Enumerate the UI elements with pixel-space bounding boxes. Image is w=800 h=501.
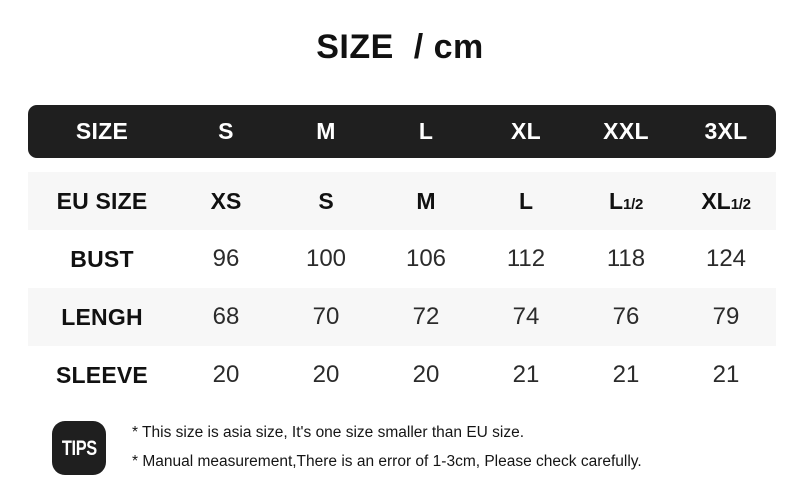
column-header-m: M — [276, 105, 376, 158]
tips-notes: * This size is asia size, It's one size … — [132, 418, 776, 476]
table-row: LENGH 68 70 72 74 76 79 — [28, 288, 776, 346]
cell-sleeve-m: 20 — [276, 346, 376, 404]
cell-bust-xxl: 118 — [576, 230, 676, 288]
row-label-bust: BUST — [28, 230, 176, 288]
cell-lengh-m: 70 — [276, 288, 376, 346]
cell-sleeve-xl: 21 — [476, 346, 576, 404]
column-header-size: SIZE — [28, 105, 176, 158]
cell-lengh-l: 72 — [376, 288, 476, 346]
cell-eu-size-m: S — [276, 172, 376, 230]
column-header-xl: XL — [476, 105, 576, 158]
column-header-xxl: XXL — [576, 105, 676, 158]
row-label-sleeve: SLEEVE — [28, 346, 176, 404]
cell-eu-size-xl: L — [476, 172, 576, 230]
cell-eu-size-3xl: XL1/2 — [676, 172, 776, 230]
cell-bust-m: 100 — [276, 230, 376, 288]
tips-block: TIPS * This size is asia size, It's one … — [28, 418, 776, 480]
cell-eu-size-xxl: L1/2 — [576, 172, 676, 230]
cell-lengh-xxl: 76 — [576, 288, 676, 346]
table-row: EU SIZE XS S M L L1/2 XL1/2 — [28, 172, 776, 230]
cell-bust-s: 96 — [176, 230, 276, 288]
tips-note-1: * This size is asia size, It's one size … — [132, 424, 525, 441]
header-spacer — [28, 158, 776, 172]
table-row: SLEEVE 20 20 20 21 21 21 — [28, 346, 776, 404]
cell-sleeve-xxl: 21 — [576, 346, 676, 404]
row-label-eu-size: EU SIZE — [28, 172, 176, 230]
cell-sleeve-s: 20 — [176, 346, 276, 404]
cell-eu-size-l: M — [376, 172, 476, 230]
fraction-suffix: 1/2 — [623, 195, 643, 213]
fraction-suffix: 1/2 — [730, 195, 751, 213]
tips-note-2: * Manual measurement,There is an error o… — [132, 453, 642, 470]
cell-lengh-xl: 74 — [476, 288, 576, 346]
cell-sleeve-l: 20 — [376, 346, 476, 404]
table-row: BUST 96 100 106 112 118 124 — [28, 230, 776, 288]
table-header-row: SIZE S M L XL XXL 3XL — [28, 105, 776, 158]
cell-sleeve-3xl: 21 — [676, 346, 776, 404]
column-header-3xl: 3XL — [676, 105, 776, 158]
cell-bust-xl: 112 — [476, 230, 576, 288]
row-label-lengh: LENGH — [28, 288, 176, 346]
cell-bust-l: 106 — [376, 230, 476, 288]
tips-badge: TIPS — [52, 421, 106, 475]
tips-badge-label: TIPS — [61, 436, 97, 460]
page-title: SIZE / cm — [316, 28, 484, 66]
cell-eu-size-s: XS — [176, 172, 276, 230]
cell-bust-3xl: 124 — [676, 230, 776, 288]
cell-lengh-s: 68 — [176, 288, 276, 346]
size-chart-table: SIZE S M L XL XXL 3XL EU SIZE XS S M L L… — [28, 105, 776, 404]
column-header-s: S — [176, 105, 276, 158]
column-header-l: L — [376, 105, 476, 158]
cell-lengh-3xl: 79 — [676, 288, 776, 346]
